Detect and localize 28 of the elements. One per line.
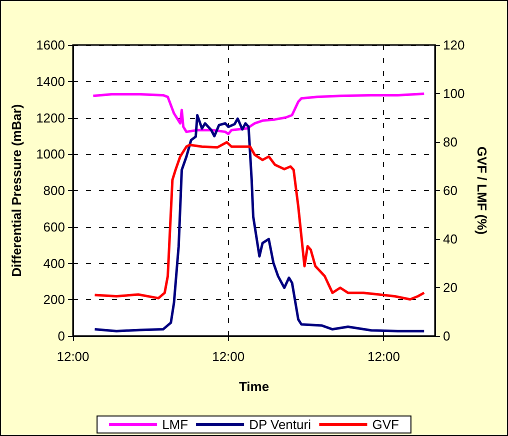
y2-tick-label: 60	[443, 183, 458, 198]
line-series	[94, 140, 426, 301]
y-tick-label: 0	[58, 328, 65, 344]
y-tick-label: 1000	[36, 146, 65, 162]
y2-tick-label: 20	[443, 280, 458, 295]
legend-label: LMF	[162, 417, 188, 432]
x-tick-label: 12:00	[212, 349, 245, 364]
y2-tick-label: 100	[443, 86, 465, 101]
line-series	[92, 92, 426, 136]
y2-axis-title: GVF / LMF (%)	[474, 146, 490, 235]
y-tick-label: 200	[43, 292, 65, 308]
y2-tick-label: 120	[443, 38, 465, 52]
y2-tick-label: 0	[443, 328, 450, 344]
legend-label: DP Venturi	[249, 417, 312, 432]
y-tick-label: 1400	[36, 74, 65, 89]
x-tick-label: 12:00	[56, 349, 90, 364]
y-tick-label: 600	[43, 219, 65, 234]
y-tick-label: 800	[43, 183, 65, 198]
y2-tick-label: 80	[443, 134, 458, 150]
y-tick-label: 400	[43, 256, 65, 271]
x-axis-title: Time	[238, 379, 270, 394]
y2-tick-label: 40	[443, 232, 458, 246]
x-tick-label: 12:00	[367, 349, 400, 364]
line-series	[94, 114, 426, 332]
y-tick-label: 1200	[36, 110, 65, 126]
y-axis-title: Differential Pressure (mBar)	[9, 104, 24, 277]
legend-label: GVF	[372, 417, 399, 432]
y-tick-label: 1600	[36, 38, 65, 52]
